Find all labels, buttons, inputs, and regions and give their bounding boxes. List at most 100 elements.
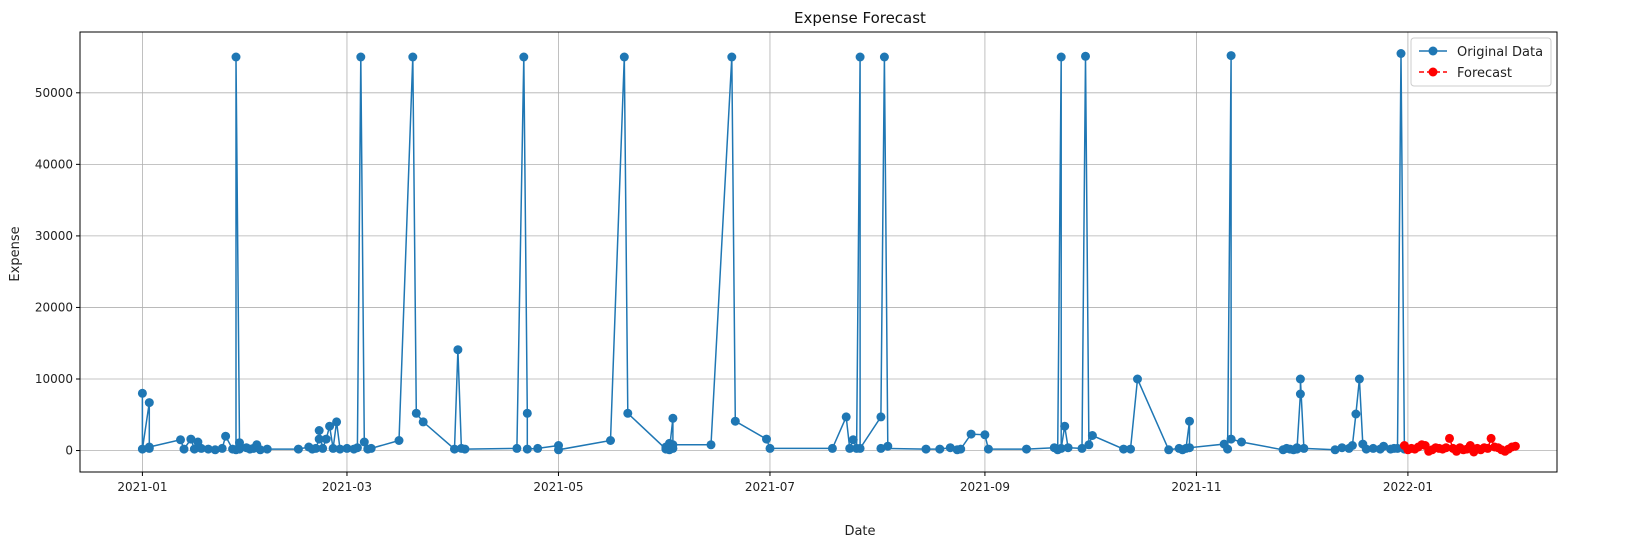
data-point xyxy=(1081,51,1090,61)
data-point xyxy=(408,52,418,62)
data-point xyxy=(235,444,244,454)
data-point xyxy=(554,445,563,455)
data-point xyxy=(935,444,945,454)
data-point xyxy=(1354,374,1364,384)
data-point xyxy=(855,52,865,62)
legend-label: Forecast xyxy=(1457,66,1512,81)
data-point xyxy=(1223,444,1233,454)
x-tick-label: 2021-01 xyxy=(117,480,167,494)
data-point xyxy=(356,52,366,62)
data-point xyxy=(255,445,265,455)
y-tick-label: 30000 xyxy=(35,229,73,243)
y-tick-label: 20000 xyxy=(35,300,73,314)
data-point xyxy=(522,444,532,454)
plot-area-frame xyxy=(79,31,1558,473)
data-point xyxy=(1368,443,1378,453)
data-point xyxy=(1379,441,1389,451)
data-point xyxy=(1396,49,1406,58)
data-point xyxy=(1486,433,1496,443)
data-point xyxy=(1510,441,1520,451)
data-point xyxy=(879,52,889,62)
data-point xyxy=(332,417,342,427)
data-point xyxy=(1445,433,1454,443)
data-point xyxy=(876,443,886,453)
data-point xyxy=(366,443,376,453)
data-point xyxy=(189,444,199,454)
data-point xyxy=(1441,443,1451,453)
legend-marker xyxy=(1428,46,1438,56)
legend-label: Original Data xyxy=(1457,45,1543,60)
data-point xyxy=(519,52,529,62)
data-point xyxy=(1119,444,1129,454)
data-point xyxy=(179,444,189,454)
data-point xyxy=(921,444,931,454)
x-tick-label: 2021-05 xyxy=(533,480,583,494)
data-point xyxy=(314,426,324,435)
data-point xyxy=(1084,440,1094,450)
data-point xyxy=(321,434,331,444)
data-point xyxy=(1337,443,1347,453)
x-tick-label: 2021-07 xyxy=(745,480,795,494)
data-point xyxy=(1063,443,1073,453)
data-point xyxy=(1299,443,1309,453)
data-point xyxy=(394,436,404,445)
data-point xyxy=(137,388,147,398)
grid-lines xyxy=(80,32,1557,472)
data-point xyxy=(1022,444,1031,454)
data-point xyxy=(983,444,993,454)
series-forecast xyxy=(1399,433,1520,457)
data-point xyxy=(980,430,990,440)
data-point xyxy=(956,444,966,454)
data-point xyxy=(1133,374,1142,384)
data-point xyxy=(1087,431,1097,440)
data-point xyxy=(1056,443,1066,453)
data-point xyxy=(1185,416,1194,426)
data-point xyxy=(144,398,154,408)
data-point xyxy=(262,444,272,454)
data-point xyxy=(450,444,459,454)
data-point xyxy=(235,438,244,448)
data-point xyxy=(196,443,206,453)
y-tick-label: 0 xyxy=(65,444,73,458)
data-point xyxy=(221,431,231,441)
legend-box xyxy=(1410,37,1552,87)
data-point xyxy=(460,444,470,454)
data-point xyxy=(1060,421,1070,431)
data-point xyxy=(1126,444,1135,454)
legend-marker xyxy=(1428,67,1438,77)
x-tick-label: 2021-03 xyxy=(322,480,372,494)
series-layer xyxy=(137,49,1520,457)
data-point xyxy=(883,441,893,451)
data-point xyxy=(359,437,369,447)
data-point xyxy=(706,440,716,450)
chart-title: Expense Forecast xyxy=(794,9,926,27)
y-tick-label: 10000 xyxy=(35,372,73,386)
data-point xyxy=(623,408,633,418)
data-point xyxy=(827,443,837,453)
data-point xyxy=(1185,443,1194,453)
data-point xyxy=(522,408,532,418)
x-tick-label: 2021-09 xyxy=(960,480,1010,494)
data-point xyxy=(1164,445,1174,455)
y-tick-label: 40000 xyxy=(35,157,73,171)
axis-ticks: 2021-01 2021-03 2021-05 2021-07 2021-09 2021-… xyxy=(35,86,1433,494)
data-point xyxy=(314,434,324,444)
y-tick-label: 50000 xyxy=(35,86,73,100)
data-point xyxy=(512,443,522,453)
data-point xyxy=(845,443,855,453)
x-axis-title: Date xyxy=(844,524,875,539)
data-point xyxy=(1056,52,1066,62)
data-point xyxy=(1295,374,1305,384)
data-point xyxy=(1226,434,1236,444)
data-point xyxy=(1295,389,1305,399)
data-point xyxy=(231,52,241,62)
data-point xyxy=(841,412,851,422)
data-point xyxy=(203,444,213,454)
data-point xyxy=(453,345,463,355)
data-point xyxy=(217,443,227,453)
data-point xyxy=(668,440,678,450)
data-point xyxy=(730,416,740,426)
data-point xyxy=(352,443,362,453)
data-point xyxy=(1077,443,1087,453)
